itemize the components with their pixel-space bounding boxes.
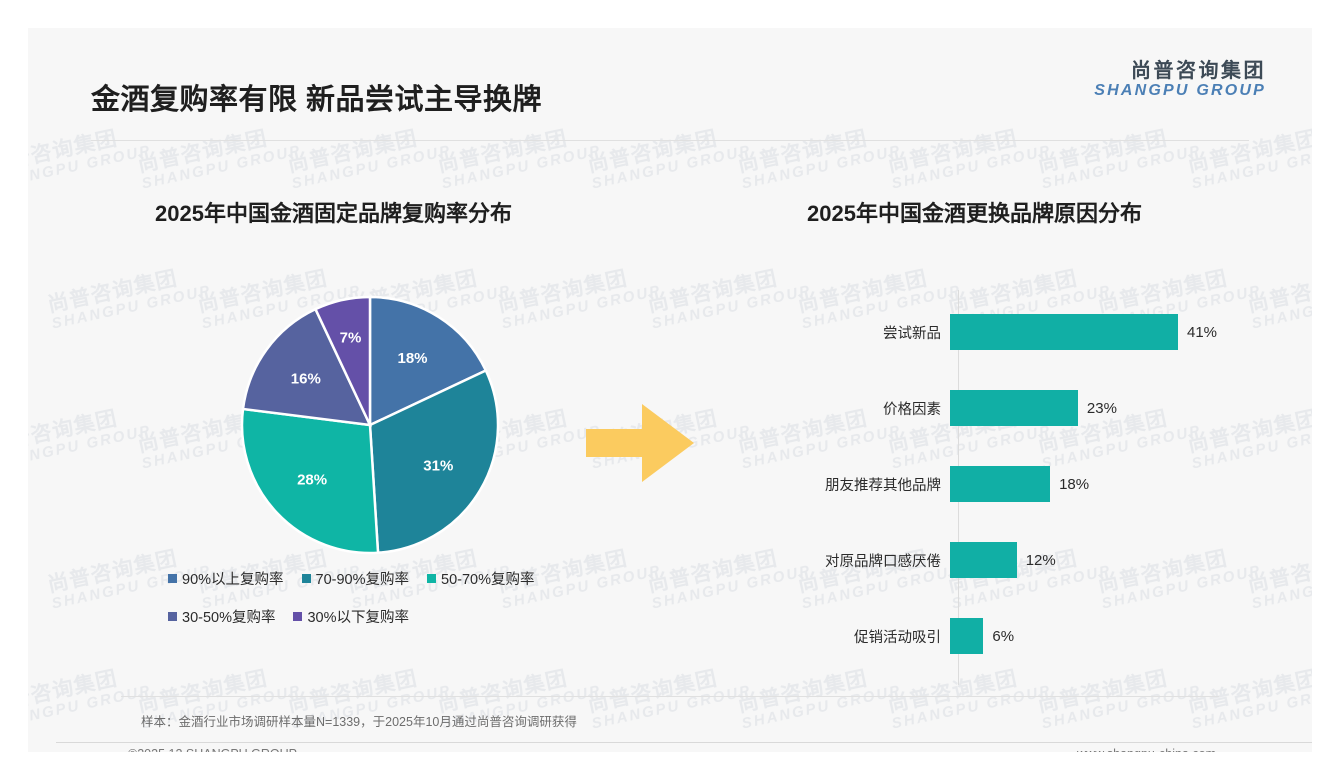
pie-slice[interactable]	[368, 295, 488, 427]
pie-slice-label: 7%	[340, 330, 362, 347]
slide-card: 尚普咨询集团 SHANGPU GROUP 尚普咨询集团 SHANGPU GROUP 尚普…	[28, 28, 1312, 752]
bar-chart-row[interactable]: 对原品牌口感厌倦 12%	[798, 542, 1258, 578]
bar-track: 41%	[950, 314, 1258, 350]
bar-category-label: 对原品牌口感厌倦	[825, 553, 941, 570]
bar-fill[interactable]	[950, 314, 1178, 350]
pie-legend-label: 90%以上复购率	[182, 572, 284, 588]
bar-track: 18%	[950, 466, 1258, 502]
pie-legend-item[interactable]: 50-70%复购率	[427, 568, 535, 589]
pie-legend-row-1: 90%以上复购率 70-90%复购率 50-70%复购率	[168, 568, 598, 589]
repurchase-rate-pie-chart: 18% 31% 28% 16% 7%	[238, 293, 502, 557]
bar-fill[interactable]	[950, 618, 984, 654]
bar-category-label: 朋友推荐其他品牌	[825, 477, 941, 494]
pie-legend-item[interactable]: 70-90%复购率	[301, 568, 410, 589]
logo-en-text: SHANGPU GROUP	[1094, 82, 1266, 100]
legend-swatch-icon	[168, 574, 177, 583]
pie-legend-label: 70-90%复购率	[315, 572, 410, 588]
legend-swatch-icon	[427, 574, 437, 583]
bar-track: 23%	[950, 390, 1258, 426]
bar-track: 6%	[950, 618, 1258, 654]
pie-legend-row-2: 30-50%复购率 30%以下复购率	[168, 606, 598, 627]
pie-slice-label: 31%	[423, 457, 453, 474]
footnote-divider	[121, 696, 1219, 697]
bar-chart-row[interactable]: 促销活动吸引 6%	[798, 618, 1258, 654]
bar-value-label: 6%	[992, 627, 1015, 645]
bar-fill[interactable]	[950, 542, 1017, 578]
left-chart-title: 2025年中国金酒固定品牌复购率分布	[155, 201, 512, 226]
brand-logo: 尚普咨询集团 SHANGPU GROUP	[1094, 60, 1266, 100]
switch-reason-bar-chart: 尝试新品 41% 价格因素 23% 朋友推荐其他品牌 18% 对原品牌口感厌倦 12% 促销活动…	[798, 290, 1258, 685]
arrow-right-svg	[586, 404, 694, 482]
bar-value-label: 18%	[1059, 475, 1090, 493]
bar-chart-row[interactable]: 价格因素 23%	[798, 390, 1258, 426]
footer-website[interactable]: www.shangpu-china.com	[1077, 747, 1216, 752]
bar-category-label: 促销活动吸引	[854, 629, 941, 646]
pie-slice[interactable]	[313, 295, 372, 426]
flow-arrow-icon	[586, 400, 696, 486]
pie-svg: 18% 31% 28% 16% 7%	[240, 295, 500, 555]
bar-value-label: 12%	[1025, 551, 1056, 569]
header-divider	[91, 140, 1249, 141]
bar-value-label: 23%	[1086, 399, 1117, 417]
pie-legend-item[interactable]: 30%以下复购率	[293, 606, 409, 627]
bar-fill[interactable]	[950, 390, 1078, 426]
legend-swatch-icon	[293, 612, 303, 621]
bar-value-label: 41%	[1187, 323, 1218, 341]
pie-slice-label: 18%	[397, 350, 427, 367]
slide-header: 金酒复购率有限 新品尝试主导换牌 尚普咨询集团 SHANGPU GROUP	[28, 28, 1312, 120]
pie-legend-label: 50-70%复购率	[441, 572, 535, 588]
bar-track: 12%	[950, 542, 1258, 578]
pie-legend-label: 30%以下复购率	[307, 610, 410, 626]
pie-slice-label: 16%	[291, 370, 321, 387]
pie-slice[interactable]	[241, 307, 373, 427]
bar-fill[interactable]	[950, 466, 1051, 502]
pie-legend-label: 30-50%复购率	[182, 610, 276, 626]
legend-swatch-icon	[301, 574, 311, 583]
bar-category-label: 尝试新品	[883, 325, 941, 342]
bar-chart-row[interactable]: 尝试新品 41%	[798, 314, 1258, 350]
pie-slice[interactable]	[368, 368, 500, 555]
footer-divider	[56, 742, 1312, 743]
legend-swatch-icon	[168, 612, 177, 621]
sample-footnote: 样本：金酒行业市场调研样本量N=1339，于2025年10月通过尚普咨询调研获得	[141, 715, 577, 729]
pie-legend-item[interactable]: 30-50%复购率	[168, 606, 275, 627]
pie-slice[interactable]	[240, 407, 380, 555]
logo-cn-text: 尚普咨询集团	[1131, 60, 1266, 82]
bar-category-label: 价格因素	[883, 401, 941, 418]
right-chart-title: 2025年中国金酒更换品牌原因分布	[807, 201, 1142, 226]
footer-copyright: ©2025.12 SHANGPU GROUP	[128, 747, 297, 752]
pie-legend: 90%以上复购率 70-90%复购率 50-70%复购率 30-50%复购率 30%以…	[168, 568, 598, 644]
pie-slice-label: 28%	[297, 471, 327, 488]
page-title: 金酒复购率有限 新品尝试主导换牌	[91, 84, 543, 116]
bar-chart-row[interactable]: 朋友推荐其他品牌 18%	[798, 466, 1258, 502]
pie-legend-item[interactable]: 90%以上复购率	[168, 568, 284, 589]
